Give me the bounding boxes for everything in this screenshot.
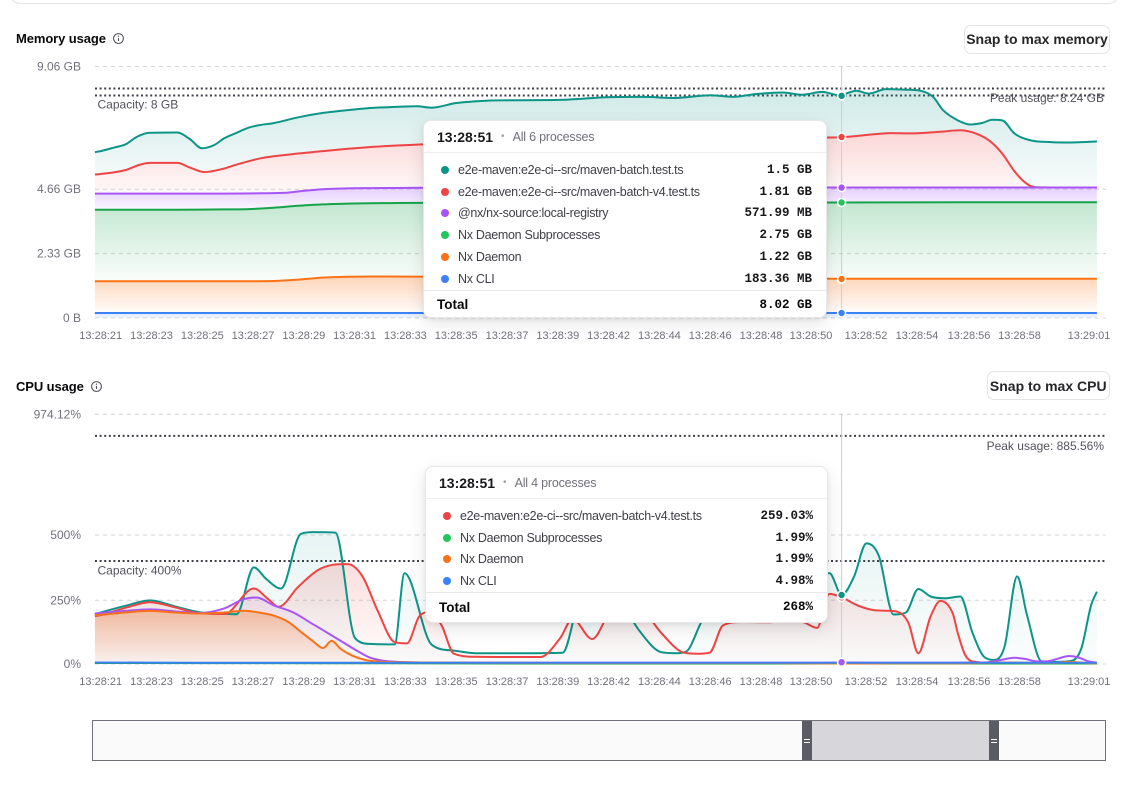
svg-text:13:28:50: 13:28:50 bbox=[790, 330, 833, 342]
svg-text:13:28:33: 13:28:33 bbox=[384, 330, 427, 342]
svg-text:Peak usage: 885.56%: Peak usage: 885.56% bbox=[987, 439, 1105, 453]
svg-text:13:28:35: 13:28:35 bbox=[435, 330, 478, 342]
svg-text:13:28:31: 13:28:31 bbox=[333, 330, 376, 342]
svg-text:250%: 250% bbox=[50, 593, 81, 607]
svg-text:Capacity: 400%: Capacity: 400% bbox=[98, 564, 182, 578]
svg-text:13:28:23: 13:28:23 bbox=[130, 676, 173, 688]
svg-text:13:28:56: 13:28:56 bbox=[948, 676, 991, 688]
svg-text:2.33 GB: 2.33 GB bbox=[37, 247, 81, 261]
svg-text:13:28:42: 13:28:42 bbox=[587, 330, 630, 342]
svg-text:13:28:52: 13:28:52 bbox=[845, 676, 888, 688]
svg-text:13:28:39: 13:28:39 bbox=[536, 330, 579, 342]
svg-text:13:28:33: 13:28:33 bbox=[384, 676, 427, 688]
svg-text:13:28:25: 13:28:25 bbox=[181, 676, 224, 688]
svg-text:13:28:50: 13:28:50 bbox=[790, 676, 833, 688]
svg-text:13:29:01: 13:29:01 bbox=[1068, 676, 1111, 688]
svg-text:13:28:27: 13:28:27 bbox=[232, 330, 275, 342]
svg-text:13:28:56: 13:28:56 bbox=[948, 330, 991, 342]
svg-text:13:28:54: 13:28:54 bbox=[896, 330, 939, 342]
svg-text:0 B: 0 B bbox=[63, 311, 81, 325]
svg-text:500%: 500% bbox=[50, 528, 81, 542]
svg-text:13:28:25: 13:28:25 bbox=[181, 330, 224, 342]
svg-text:974.12%: 974.12% bbox=[34, 407, 82, 421]
svg-text:13:28:48: 13:28:48 bbox=[740, 330, 783, 342]
svg-text:Peak usage: 8.24 GB: Peak usage: 8.24 GB bbox=[990, 91, 1104, 105]
svg-text:13:28:29: 13:28:29 bbox=[282, 330, 325, 342]
svg-text:13:28:48: 13:28:48 bbox=[740, 676, 783, 688]
svg-text:13:28:27: 13:28:27 bbox=[232, 676, 275, 688]
svg-text:13:28:46: 13:28:46 bbox=[689, 676, 732, 688]
svg-text:Capacity: 8 GB: Capacity: 8 GB bbox=[98, 98, 179, 112]
svg-text:13:28:37: 13:28:37 bbox=[486, 330, 529, 342]
svg-text:13:28:58: 13:28:58 bbox=[998, 330, 1041, 342]
svg-text:13:28:31: 13:28:31 bbox=[333, 676, 376, 688]
svg-text:13:28:37: 13:28:37 bbox=[486, 676, 529, 688]
svg-text:13:28:58: 13:28:58 bbox=[998, 676, 1041, 688]
svg-text:13:28:54: 13:28:54 bbox=[896, 676, 939, 688]
svg-text:13:28:44: 13:28:44 bbox=[638, 676, 681, 688]
svg-text:13:28:29: 13:28:29 bbox=[282, 676, 325, 688]
svg-text:9.06 GB: 9.06 GB bbox=[37, 60, 81, 74]
svg-text:13:28:21: 13:28:21 bbox=[79, 330, 122, 342]
svg-text:13:28:39: 13:28:39 bbox=[536, 676, 579, 688]
svg-text:13:28:52: 13:28:52 bbox=[845, 330, 888, 342]
svg-text:0%: 0% bbox=[64, 657, 82, 671]
svg-text:13:28:46: 13:28:46 bbox=[689, 330, 732, 342]
svg-text:13:28:42: 13:28:42 bbox=[587, 676, 630, 688]
svg-text:13:28:23: 13:28:23 bbox=[130, 330, 173, 342]
svg-text:13:29:01: 13:29:01 bbox=[1068, 330, 1111, 342]
svg-text:13:28:21: 13:28:21 bbox=[79, 676, 122, 688]
svg-text:13:28:44: 13:28:44 bbox=[638, 330, 681, 342]
svg-text:4.66 GB: 4.66 GB bbox=[37, 182, 81, 196]
svg-text:13:28:35: 13:28:35 bbox=[435, 676, 478, 688]
